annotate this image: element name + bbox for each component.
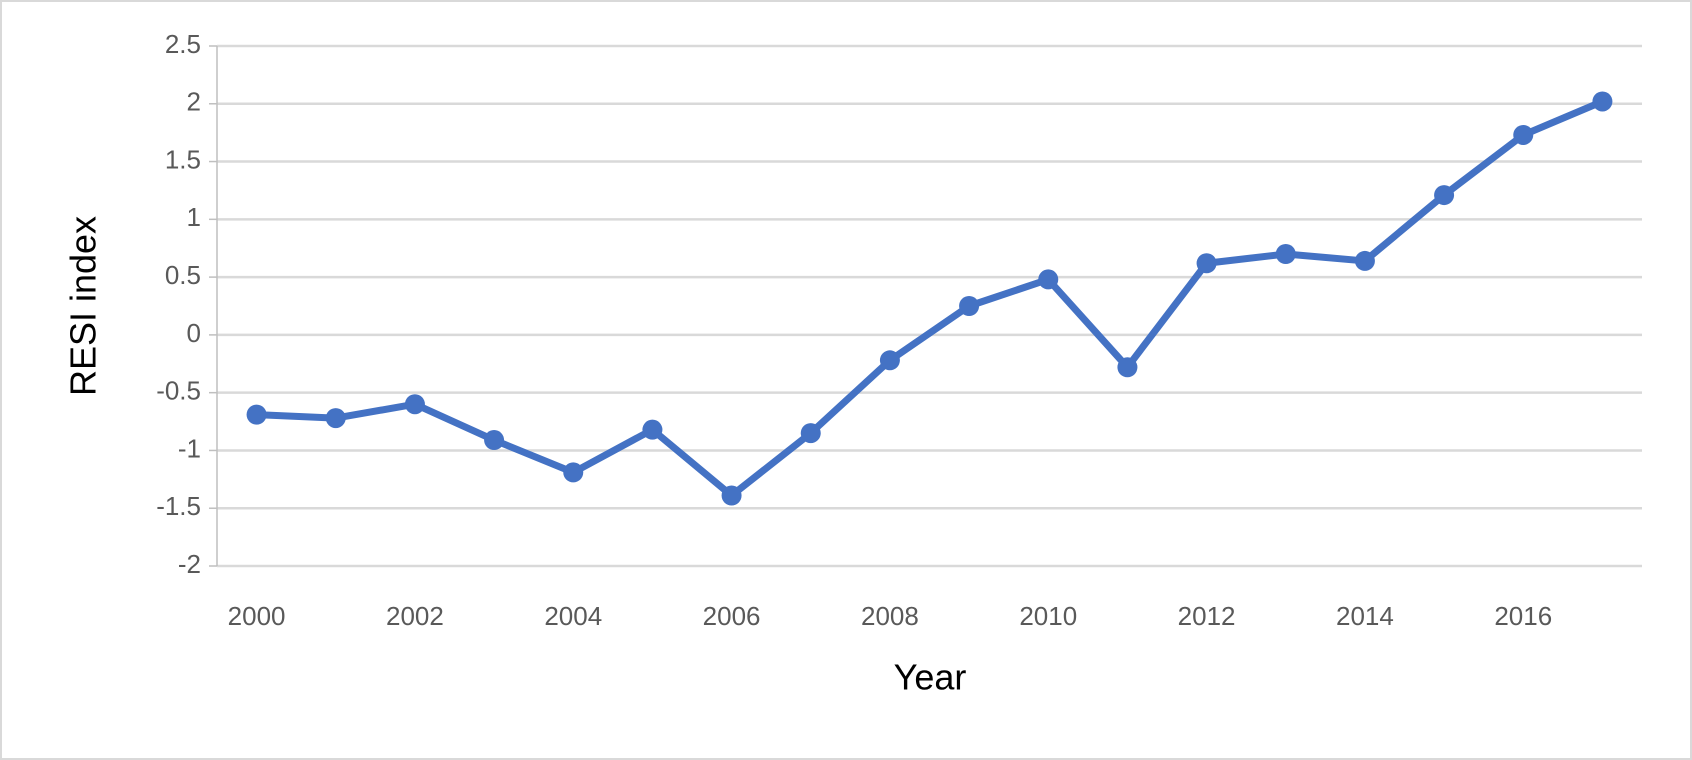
x-tick-label: 2004 (544, 601, 602, 631)
data-point (246, 404, 267, 425)
data-point (563, 462, 584, 483)
data-point (1196, 253, 1217, 274)
y-tick-label: 0.5 (165, 260, 201, 290)
y-tick-label: 2 (187, 87, 201, 117)
data-point (1117, 357, 1138, 378)
y-tick-label: -1 (178, 433, 201, 463)
x-tick-label: 2000 (228, 601, 286, 631)
x-tick-label: 2002 (386, 601, 444, 631)
y-tick-label: -0.5 (156, 376, 201, 406)
x-tick-label: 2014 (1336, 601, 1394, 631)
y-tick-label: 1 (187, 202, 201, 232)
data-point (721, 485, 742, 506)
data-point (1038, 269, 1059, 290)
data-point (800, 423, 821, 444)
data-point (404, 394, 425, 415)
data-point (642, 419, 663, 440)
data-point (1513, 124, 1534, 145)
x-tick-label: 2012 (1178, 601, 1236, 631)
y-tick-label: 0 (187, 318, 201, 348)
y-tick-label: 1.5 (165, 144, 201, 174)
x-tick-label: 2010 (1019, 601, 1077, 631)
data-point (1354, 250, 1375, 271)
data-point (1592, 91, 1613, 112)
series-line (256, 98, 1604, 500)
data-point (484, 430, 505, 451)
data-point (959, 296, 980, 316)
data-point (1434, 185, 1455, 206)
data-point (1275, 244, 1296, 264)
data-point (325, 408, 346, 429)
x-tick-label: 2016 (1494, 601, 1552, 631)
x-tick-label: 2006 (703, 601, 761, 631)
y-tick-label: 2.5 (165, 29, 201, 59)
y-tick-label: -1.5 (156, 491, 201, 521)
y-axis-title: RESI index (63, 216, 104, 396)
y-tick-label: -2 (178, 549, 201, 579)
x-axis-title: Year (894, 657, 967, 698)
x-tick-label: 2008 (861, 601, 919, 631)
data-point (879, 350, 900, 371)
